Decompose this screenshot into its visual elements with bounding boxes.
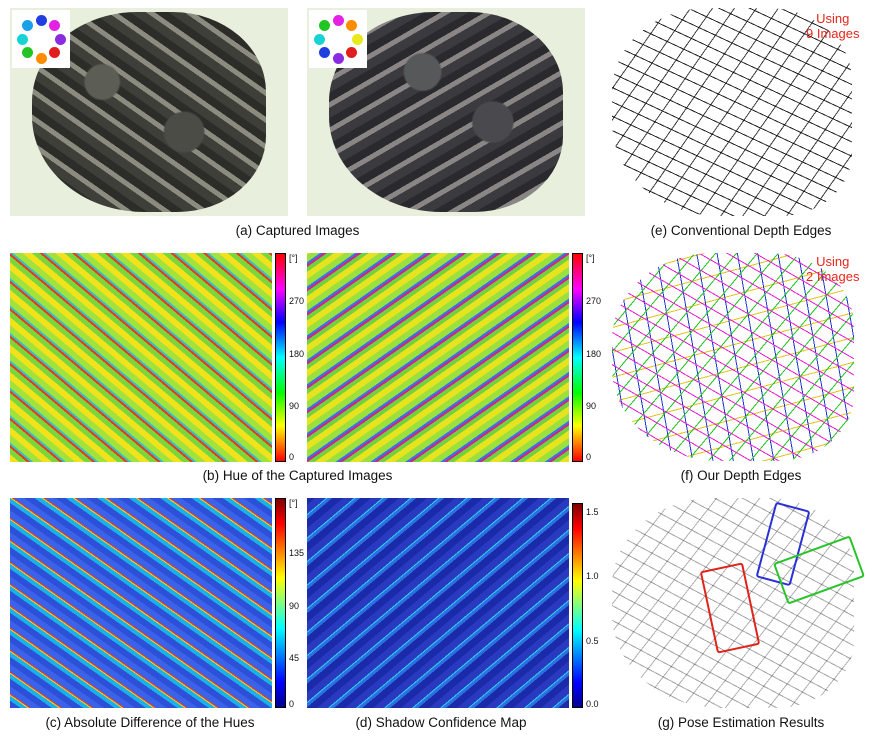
confidence-colorbar-tick-0-0: 0.0 <box>586 699 599 709</box>
difference-colorbar-tick-135: 135 <box>289 548 305 558</box>
hue-colorbar-2-tick-90: 90 <box>586 401 597 411</box>
caption-f: (f) Our Depth Edges <box>680 468 802 483</box>
light-dot <box>319 46 331 58</box>
light-dot <box>16 33 28 45</box>
caption-b: (b) Hue of the Captured Images <box>202 468 393 483</box>
light-dot <box>35 14 47 26</box>
captured-image-1 <box>10 8 288 216</box>
difference-colorbar-tick-45: 45 <box>289 653 300 663</box>
difference-colorbar-tick-0: 0 <box>289 699 295 709</box>
pose-estimation-image <box>612 498 854 708</box>
captured-image-2-content <box>329 12 563 212</box>
confidence-colorbar <box>572 503 583 708</box>
difference-colorbar-tick-90: 90 <box>289 601 300 611</box>
hue-colorbar-2-tick-0: 0 <box>586 452 592 462</box>
note-f-line1: Using <box>816 254 850 269</box>
confidence-colorbar-tick-0-5: 0.5 <box>586 636 599 646</box>
difference-colorbar <box>275 498 286 708</box>
our-depth-edges-image <box>612 253 854 461</box>
shadow-confidence-map <box>307 498 569 708</box>
hue-colorbar-1 <box>275 253 286 462</box>
hue-map-2 <box>307 253 569 462</box>
hue-colorbar-1-tick-180: 180 <box>289 349 305 359</box>
light-dot <box>345 20 357 32</box>
hue-colorbar-1-tick-90: 90 <box>289 401 300 411</box>
note-using-2-images: Using 2 Images <box>806 254 859 284</box>
hue-colorbar-1-tick-270: 270 <box>289 296 305 306</box>
light-dot <box>319 20 331 32</box>
light-dot <box>54 33 66 45</box>
light-dot <box>48 46 60 58</box>
caption-a: (a) Captured Images <box>235 223 360 238</box>
hue-colorbar-1-unit: [°] <box>289 253 298 263</box>
difference-colorbar-unit: [°] <box>289 498 298 508</box>
light-dot <box>313 33 325 45</box>
light-dot <box>345 46 357 58</box>
hue-colorbar-2-tick-180: 180 <box>586 349 602 359</box>
light-dot <box>22 20 34 32</box>
hue-map-1 <box>10 253 272 462</box>
light-pattern-swatch-1 <box>12 10 70 68</box>
light-pattern-swatch-2 <box>309 10 367 68</box>
hue-colorbar-2-tick-270: 270 <box>586 296 602 306</box>
light-dot <box>332 14 344 26</box>
light-dot <box>48 20 60 32</box>
captured-image-1-content <box>32 12 266 212</box>
hue-difference-map <box>10 498 272 708</box>
caption-g: (g) Pose Estimation Results <box>657 715 825 730</box>
caption-c: (c) Absolute Difference of the Hues <box>45 715 255 730</box>
light-dot <box>22 46 34 58</box>
note-e-line1: Using <box>816 11 850 26</box>
confidence-colorbar-tick-1-0: 1.0 <box>586 571 599 581</box>
hue-colorbar-2 <box>572 253 583 462</box>
conventional-depth-edges-image <box>612 8 852 216</box>
hue-colorbar-2-unit: [°] <box>586 253 595 263</box>
caption-d: (d) Shadow Confidence Map <box>355 715 527 730</box>
light-dot <box>351 33 363 45</box>
note-e-line2: 9 Images <box>806 26 860 41</box>
note-f-line2: 2 Images <box>806 269 860 284</box>
hue-colorbar-1-tick-0: 0 <box>289 452 295 462</box>
light-dot <box>35 52 47 64</box>
caption-e: (e) Conventional Depth Edges <box>650 223 832 238</box>
captured-image-2 <box>307 8 585 216</box>
light-dot <box>332 52 344 64</box>
confidence-colorbar-tick-1-5: 1.5 <box>586 507 599 517</box>
note-using-9-images: Using 9 Images <box>806 11 859 41</box>
